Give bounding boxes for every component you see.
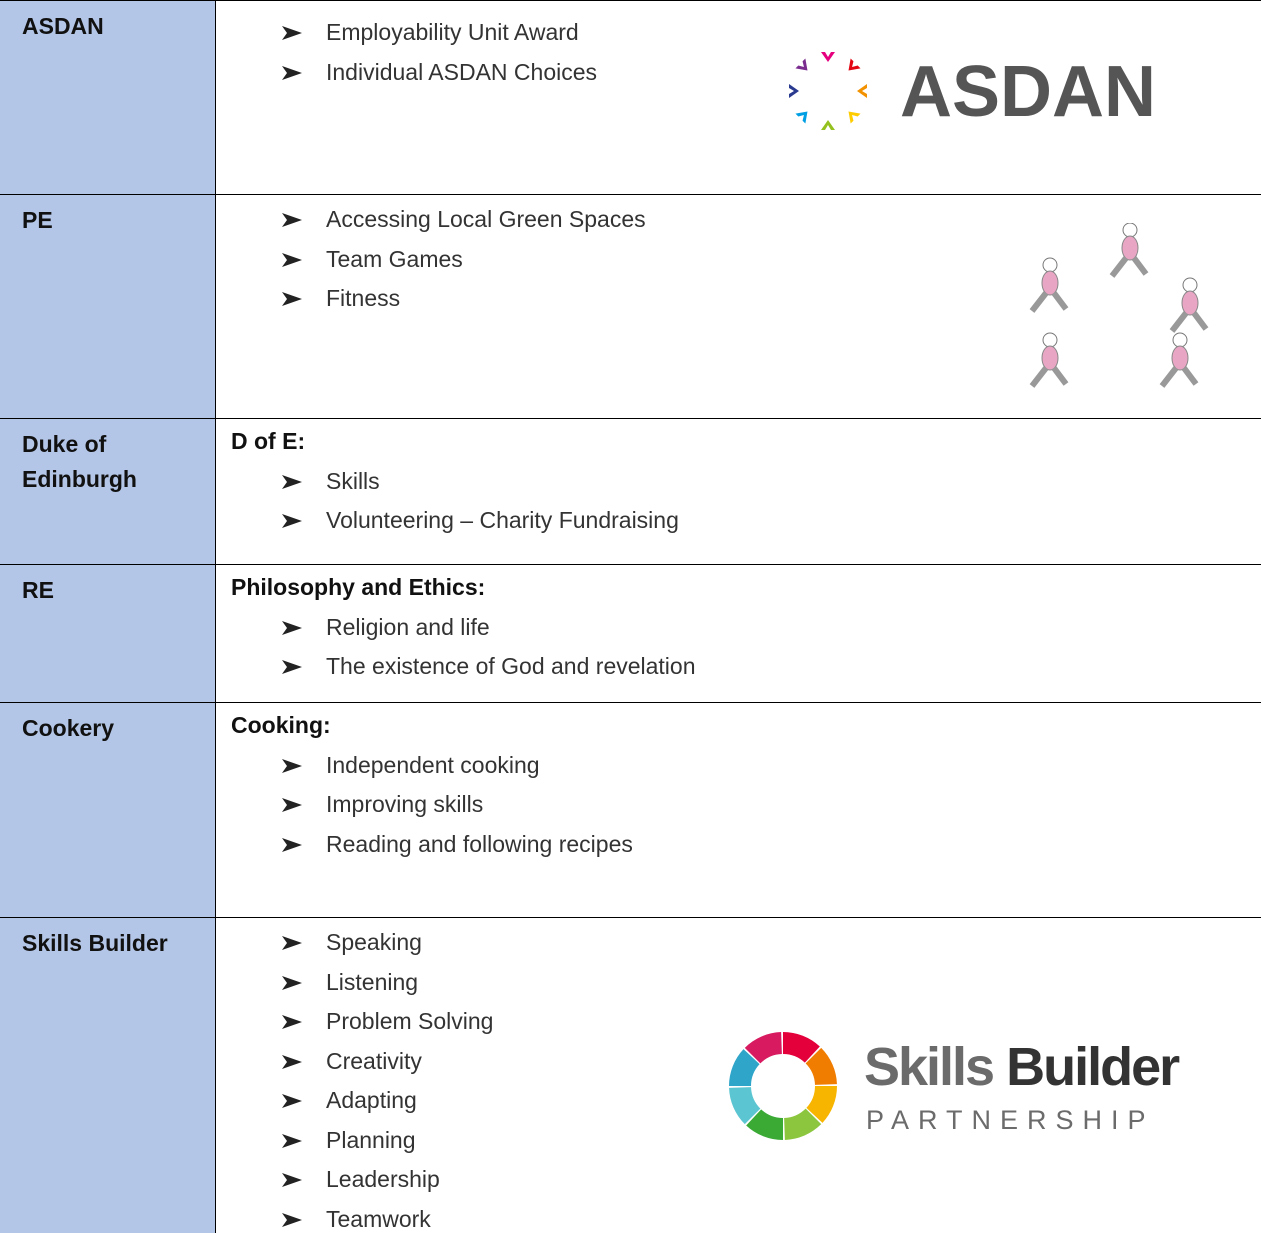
bullet — [281, 25, 303, 41]
logo-word: Skills — [864, 1037, 1006, 1097]
bullet — [281, 1212, 303, 1228]
bullet — [281, 659, 303, 675]
list-item: Speaking — [326, 923, 422, 963]
bullet — [281, 65, 303, 81]
bullet — [281, 474, 303, 490]
list-item: Creativity — [326, 1042, 422, 1082]
list-item: The existence of God and revelation — [326, 647, 696, 687]
subject-cell: RE — [0, 565, 216, 702]
list-item: Skills — [326, 462, 380, 502]
logo-title: Skills Builder — [864, 1037, 1180, 1097]
logo-ring-segment — [753, 1043, 782, 1056]
logo-ring-segment — [783, 1043, 812, 1055]
figure-head — [1043, 333, 1057, 347]
list-item: Listening — [326, 963, 418, 1003]
logo-ring-segment — [740, 1057, 752, 1086]
section-heading: Philosophy and Ethics: — [231, 568, 485, 608]
list-item: Individual ASDAN Choices — [326, 53, 597, 93]
bullet — [281, 620, 303, 636]
list-item: Leadership — [326, 1160, 440, 1200]
figure-body — [1042, 346, 1058, 370]
bullet — [281, 1054, 303, 1070]
list-item: Reading and following recipes — [326, 825, 633, 865]
bullet — [281, 513, 303, 529]
list-item: Religion and life — [326, 608, 490, 648]
subject-cell: Cookery — [0, 703, 216, 917]
asdan-logo: ASDAN — [780, 31, 1200, 151]
list-item: Team Games — [326, 240, 463, 280]
list-item: Planning — [326, 1121, 416, 1161]
list-item: Improving skills — [326, 785, 483, 825]
list-item: Adapting — [326, 1081, 417, 1121]
subject-cell: Duke of Edinburgh — [0, 419, 216, 564]
figure-legs — [1112, 258, 1146, 276]
figure-body — [1172, 346, 1188, 370]
figure-legs — [1032, 293, 1066, 311]
logo-chevron — [821, 52, 835, 62]
logo-chevron — [795, 107, 812, 124]
logo-chevron — [844, 107, 861, 124]
bullet — [281, 1172, 303, 1188]
section-heading: D of E: — [231, 422, 305, 462]
skills-builder-logo: Skills Builder PARTNERSHIP — [722, 1023, 1212, 1153]
figure-body — [1182, 291, 1198, 315]
logo-ring-segment — [813, 1056, 826, 1085]
figure-legs — [1172, 313, 1206, 331]
asdan-logo-text: ASDAN — [900, 52, 1156, 132]
figure-head — [1173, 333, 1187, 347]
list-item: Accessing Local Green Spaces — [326, 200, 646, 240]
section-heading: Cooking: — [231, 706, 331, 746]
bullet — [281, 291, 303, 307]
bullet — [281, 252, 303, 268]
subject-cell: PE — [0, 195, 216, 418]
bullet — [281, 758, 303, 774]
figure-head — [1183, 278, 1197, 292]
logo-ring-segment — [814, 1086, 826, 1115]
figure-body — [1042, 271, 1058, 295]
figure-head — [1043, 258, 1057, 272]
logo-tagline: PARTNERSHIP — [866, 1105, 1155, 1135]
figure-head — [1123, 223, 1137, 237]
logo-chevron — [857, 84, 867, 98]
logo-chevron — [795, 58, 812, 75]
bullet — [281, 935, 303, 951]
list-item: Problem Solving — [326, 1002, 493, 1042]
bullet — [281, 797, 303, 813]
bullet — [281, 837, 303, 853]
bullet — [281, 1014, 303, 1030]
logo-chevron — [821, 120, 835, 130]
list-item: Independent cooking — [326, 746, 540, 786]
list-item: Employability Unit Award — [326, 13, 579, 53]
list-item: Teamwork — [326, 1200, 431, 1233]
figure-legs — [1162, 368, 1196, 386]
subject-cell: Skills Builder — [0, 918, 216, 1233]
bullet — [281, 1133, 303, 1149]
subject-cell: ASDAN — [0, 1, 216, 194]
logo-chevron — [789, 84, 799, 98]
logo-ring-segment — [785, 1116, 814, 1129]
logo-ring-segment — [754, 1117, 783, 1129]
figure-legs — [1032, 368, 1066, 386]
list-item: Volunteering – Charity Fundraising — [326, 501, 679, 541]
bullet — [281, 975, 303, 991]
exercise-illustration — [1020, 223, 1220, 393]
figure-body — [1122, 236, 1138, 260]
logo-chevron — [844, 58, 861, 75]
bullet — [281, 212, 303, 228]
logo-ring-segment — [740, 1088, 753, 1117]
logo-word: Builder — [1006, 1037, 1180, 1097]
bullet — [281, 1093, 303, 1109]
list-item: Fitness — [326, 279, 400, 319]
